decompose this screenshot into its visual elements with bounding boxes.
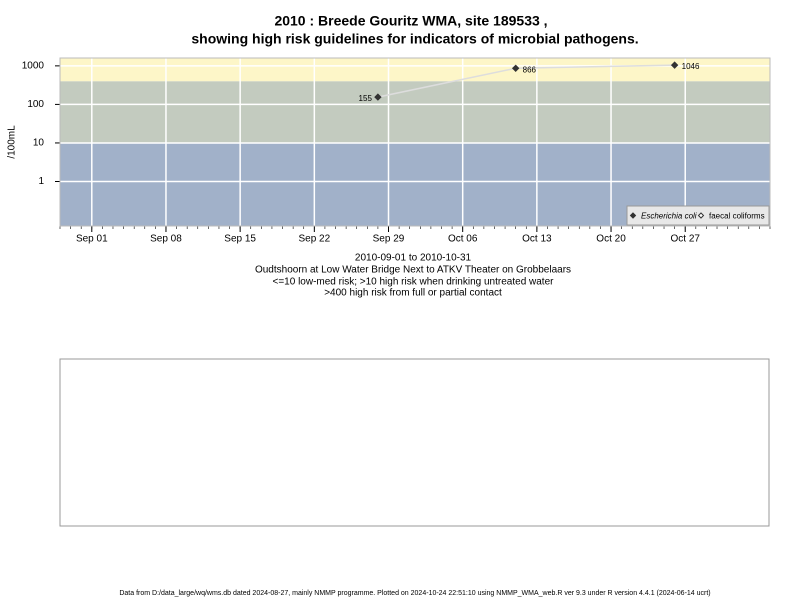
y-tick-label: 10 — [33, 138, 45, 149]
note: 2010-09-01 to 2010-10-31 — [355, 253, 472, 264]
note: Oudtshoorn at Low Water Bridge Next to A… — [255, 265, 571, 276]
legend-label: faecal coliforms — [709, 212, 765, 221]
data-point — [511, 64, 520, 72]
y-tick-label: 100 — [27, 99, 44, 110]
x-tick-label: Sep 29 — [373, 234, 405, 245]
x-tick-label: Sep 15 — [224, 234, 256, 245]
x-tick-label: Sep 01 — [76, 234, 108, 245]
data-label: 866 — [523, 65, 537, 74]
chart-title: showing high risk guidelines for indicat… — [191, 31, 638, 47]
y-tick-label: 1 — [38, 176, 44, 187]
y-axis-label: /100mL — [7, 125, 18, 159]
x-tick-label: Oct 20 — [596, 234, 626, 245]
footer: Data from D:/data_large/wq/wms.db dated … — [119, 590, 710, 597]
x-tick-label: Oct 06 — [448, 234, 478, 245]
data-label: 1046 — [682, 62, 700, 71]
plot-frame — [59, 57, 771, 227]
x-tick-label: Sep 22 — [298, 234, 330, 245]
legend-marker — [697, 212, 705, 219]
risk-band — [60, 58, 770, 82]
note: >400 high risk from full or partial cont… — [324, 288, 502, 299]
note: <=10 low-med risk; >10 high risk when dr… — [273, 277, 555, 288]
x-tick-label: Sep 08 — [150, 234, 182, 245]
empty-panel — [59, 358, 770, 527]
legend-marker — [629, 212, 637, 219]
x-tick-label: Oct 27 — [670, 234, 700, 245]
data-point — [374, 93, 382, 101]
data-label: 155 — [359, 94, 373, 103]
risk-band — [60, 81, 770, 143]
x-tick-label: Oct 13 — [522, 234, 552, 245]
y-tick-label: 1000 — [22, 61, 45, 72]
data-point — [670, 61, 679, 69]
legend-label: Escherichia coli — [641, 212, 697, 221]
chart-title: 2010 : Breede Gouritz WMA, site 189533 , — [274, 13, 547, 29]
